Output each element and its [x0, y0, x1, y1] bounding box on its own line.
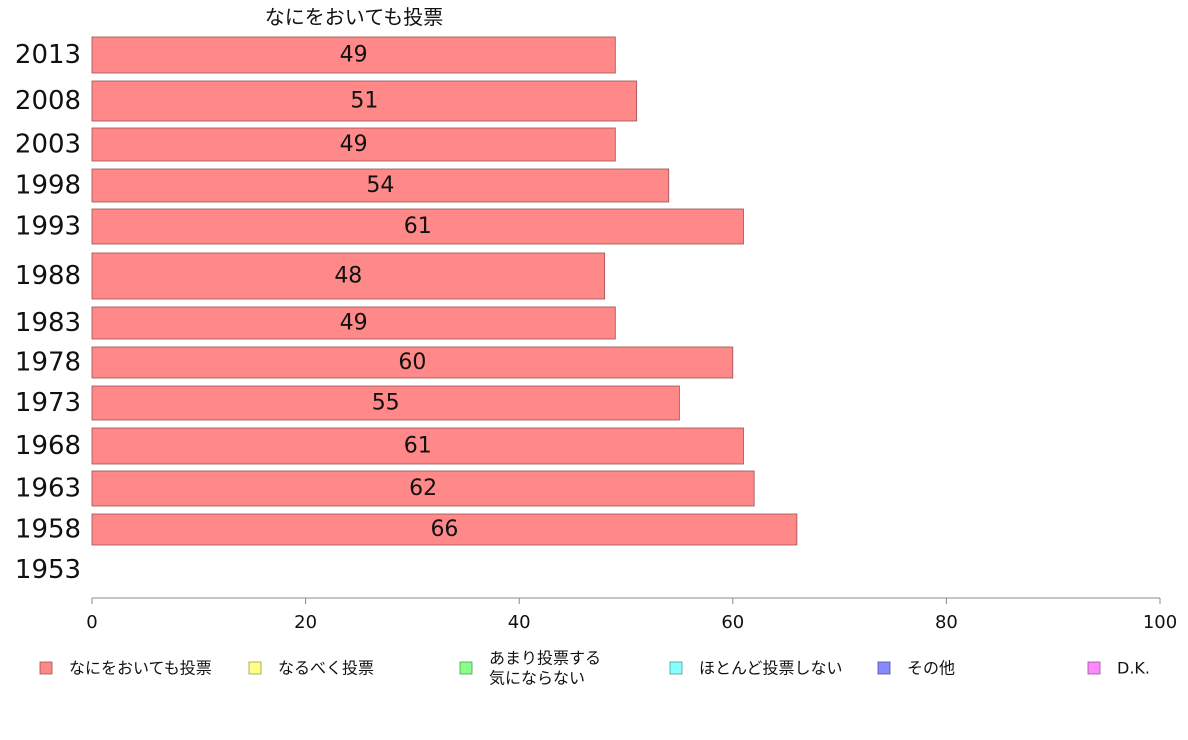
legend-swatch-3	[669, 661, 683, 675]
legend-swatch-0	[39, 661, 53, 675]
bar-value-label-2008: 51	[350, 89, 378, 114]
bar-1958	[91, 513, 798, 546]
x-tick-label-20: 20	[294, 612, 317, 633]
bar-2003	[91, 127, 616, 162]
bar-value-label-2003: 49	[340, 132, 368, 157]
bar-value-label-1958: 66	[430, 517, 458, 542]
category-label-1988: 1988	[15, 261, 81, 291]
category-label-1953: 1953	[15, 555, 81, 585]
bar-value-label-1993: 61	[404, 214, 432, 239]
bar-1998	[91, 168, 670, 203]
chart-title: なにをおいても投票	[265, 5, 443, 29]
category-label-2003: 2003	[15, 130, 81, 160]
bar-1988	[91, 252, 606, 300]
legend-swatch-2	[459, 661, 473, 675]
bar-2013	[91, 36, 616, 74]
bar-1973	[91, 385, 680, 421]
bar-2008	[91, 80, 638, 122]
bar-value-label-1973: 55	[372, 391, 400, 416]
bar-1983	[91, 306, 616, 340]
category-label-1963: 1963	[15, 474, 81, 504]
bar-1978	[91, 346, 734, 379]
x-tick-label-60: 60	[721, 612, 744, 633]
legend-swatch-5	[1087, 661, 1101, 675]
category-label-1958: 1958	[15, 515, 81, 545]
category-label-1973: 1973	[15, 388, 81, 418]
legend-label-3-0: ほとんど投票しない	[699, 659, 843, 678]
year-labels-group: 2013 2008 2003 1998 1993 1988 1983 1978 1973 1968…	[15, 40, 81, 585]
category-label-1978: 1978	[15, 348, 81, 378]
legend-label-2-0: あまり投票する	[489, 649, 601, 668]
x-axis: 0 20 40 60 80 100	[86, 597, 1177, 633]
x-tick-label-0: 0	[86, 612, 97, 633]
legend-label-4-0: その他	[907, 659, 955, 678]
category-label-1983: 1983	[15, 308, 81, 338]
category-label-1968: 1968	[15, 431, 81, 461]
legend-swatch-1	[248, 661, 262, 675]
legend-label-2-1: 気にならない	[489, 669, 585, 688]
x-tick-label-100: 100	[1143, 612, 1177, 633]
bar-value-label-1968: 61	[404, 434, 432, 459]
x-tick-label-80: 80	[935, 612, 958, 633]
legend-swatch-4	[877, 661, 891, 675]
legend-label-1-0: なるべく投票	[278, 659, 374, 678]
bar-value-label-2013: 49	[340, 43, 368, 68]
legend-label-0-0: なにをおいても投票	[69, 659, 212, 678]
bar-value-label-1983: 49	[340, 311, 368, 336]
bar-value-label-1978: 60	[398, 350, 426, 375]
x-tick-label-40: 40	[508, 612, 531, 633]
bar-value-label-1998: 54	[366, 173, 394, 198]
bar-value-label-1988: 48	[334, 264, 362, 289]
category-label-2008: 2008	[15, 86, 81, 116]
category-label-1993: 1993	[15, 212, 81, 242]
category-label-1998: 1998	[15, 171, 81, 201]
legend-label-5-0: D.K.	[1117, 659, 1150, 678]
bar-1993	[91, 208, 744, 245]
bar-1963	[91, 470, 755, 507]
category-label-2013: 2013	[15, 40, 81, 70]
bar-value-label-1963: 62	[409, 476, 437, 501]
bar-1968	[91, 427, 744, 465]
